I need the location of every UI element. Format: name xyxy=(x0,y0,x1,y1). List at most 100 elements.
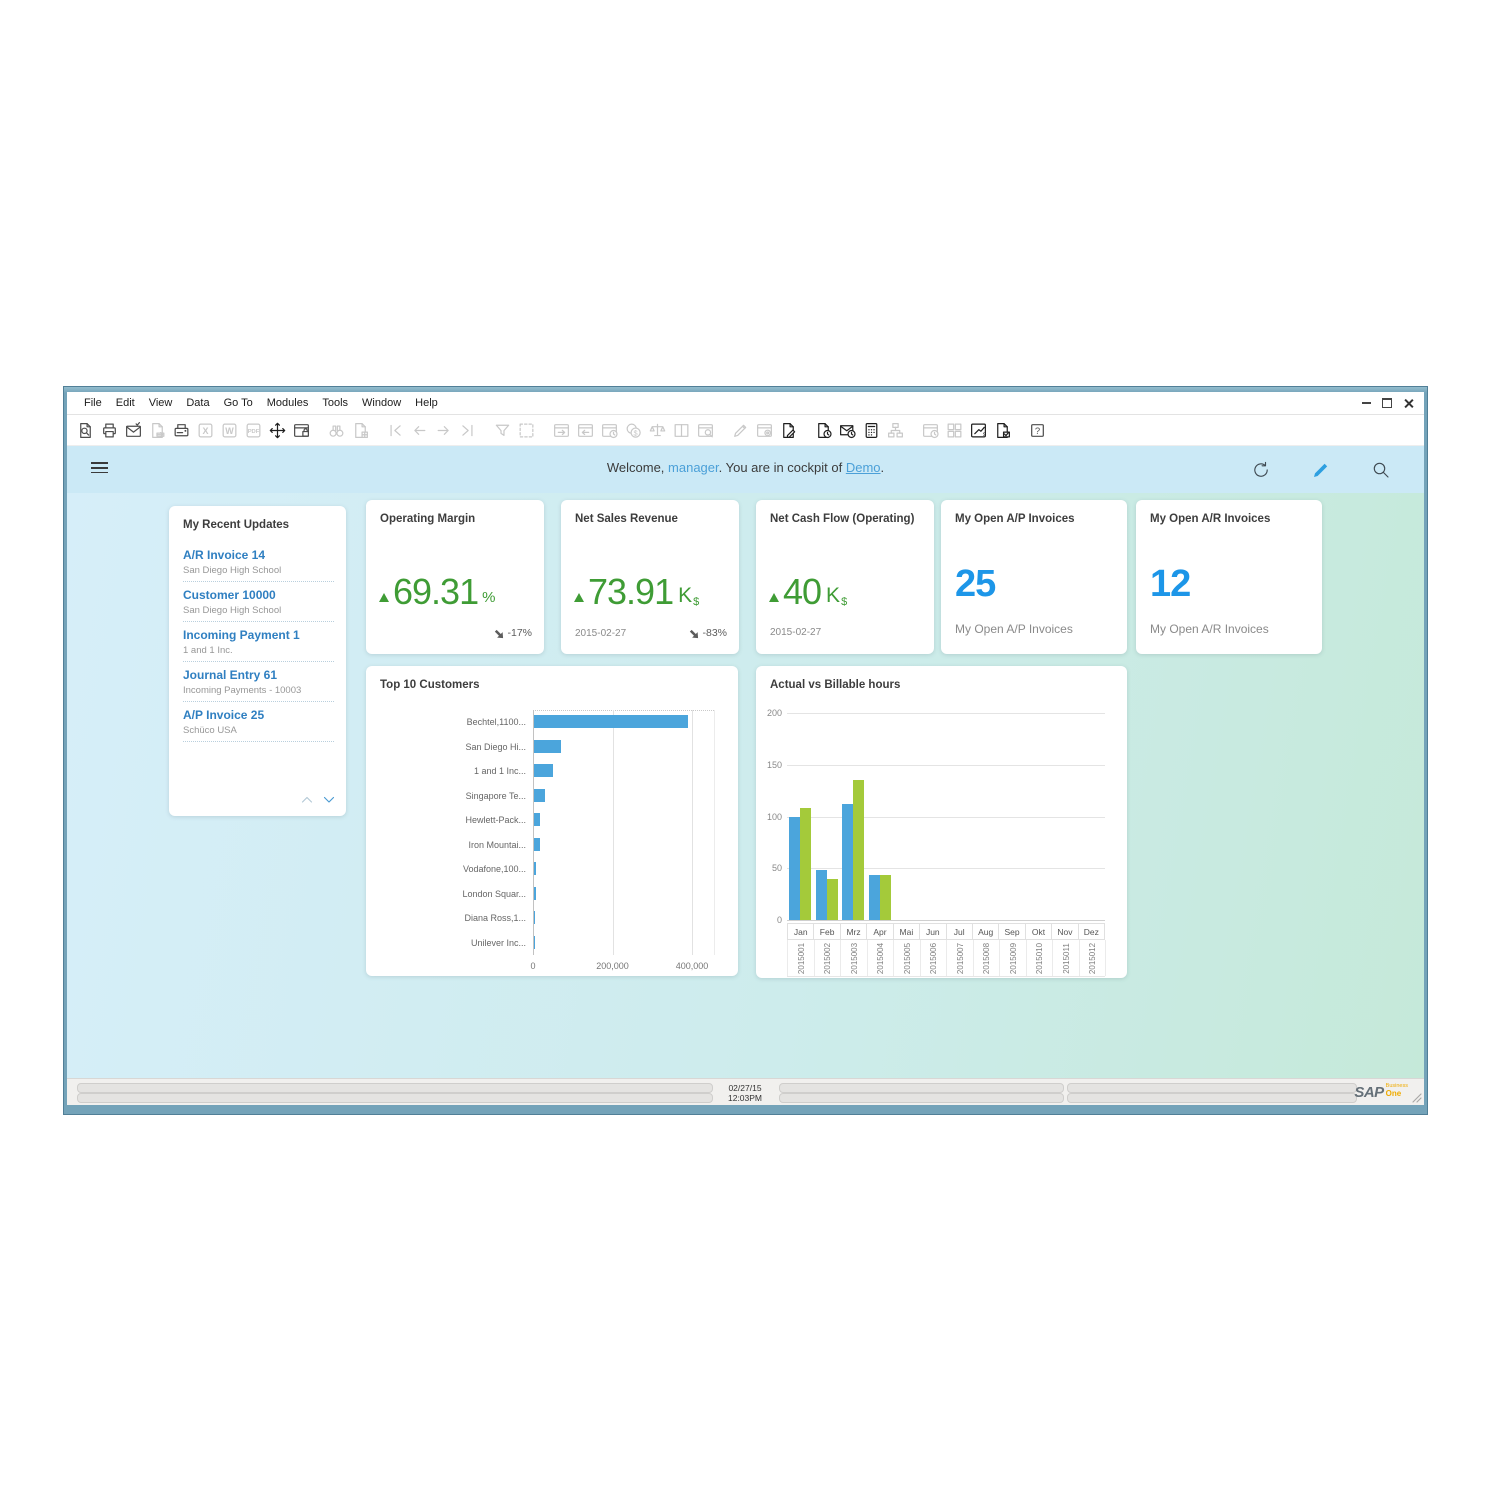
trend-up-icon xyxy=(574,593,584,602)
last-record-icon xyxy=(458,421,477,440)
minimize-icon[interactable] xyxy=(1362,402,1371,404)
filter-table-icon xyxy=(493,421,512,440)
menu-window[interactable]: Window xyxy=(362,397,402,409)
kpi-unit: % xyxy=(482,589,496,606)
period-label-2015002: 2015002 xyxy=(813,940,842,976)
document-schedule-icon[interactable] xyxy=(814,421,833,440)
plot-top-border xyxy=(533,710,714,711)
sort-table-icon xyxy=(517,421,536,440)
user-name: manager xyxy=(668,460,719,475)
month-label-dez: Dez xyxy=(1077,924,1106,939)
my-recent-updates-card: My Recent Updates A/R Invoice 14 San Dieg… xyxy=(169,506,346,816)
menu-edit[interactable]: Edit xyxy=(115,397,135,409)
close-icon[interactable] xyxy=(1403,398,1414,409)
launch-application-icon[interactable] xyxy=(268,421,287,440)
search-icon[interactable] xyxy=(1370,459,1392,481)
kpi-title: Operating Margin xyxy=(380,513,476,525)
status-field xyxy=(779,1083,1064,1093)
query-manager-icon xyxy=(696,421,715,440)
top-10-customers-chart: 0 200,000 400,000 Bechtel,1100... San Diego … xyxy=(366,666,738,976)
help-icon[interactable]: ? xyxy=(1028,421,1047,440)
gross-profit-icon xyxy=(648,421,667,440)
print-icon[interactable] xyxy=(100,421,119,440)
lock-screen-icon[interactable] xyxy=(292,421,311,440)
status-date: 02/27/15 xyxy=(728,1082,762,1093)
resize-grip[interactable] xyxy=(1412,1093,1422,1103)
recent-update-item: A/R Invoice 14 San Diego High School xyxy=(183,542,334,582)
bar-5 xyxy=(534,813,540,826)
menu-file[interactable]: File xyxy=(84,397,102,409)
send-email-icon[interactable] xyxy=(124,421,143,440)
top-10-customers-card: Top 10 Customers 0 200,000 400,000 Bechtel,… xyxy=(366,666,738,976)
svg-text:PDF: PDF xyxy=(248,429,260,435)
recent-update-item: Journal Entry 61 Incoming Payments - 1000… xyxy=(183,662,334,702)
recent-update-link[interactable]: A/R Invoice 14 xyxy=(183,548,266,562)
month-label-jul: Jul xyxy=(945,924,972,939)
kpi-unit-currency: $ xyxy=(841,596,848,608)
recent-update-link[interactable]: A/P Invoice 25 xyxy=(183,708,265,722)
sap-business-one-logo: SAP Business One xyxy=(1354,1083,1408,1101)
month-label-jan: Jan xyxy=(787,924,813,939)
kpi-delta: -83% xyxy=(688,627,727,639)
payment-means-icon: $ xyxy=(624,421,643,440)
bar-jan-actual xyxy=(789,816,800,920)
menu-modules[interactable]: Modules xyxy=(266,397,309,409)
kpi-card-open-ar-invoices[interactable]: My Open A/R Invoices 12 My Open A/R Invo… xyxy=(1136,500,1322,654)
period-label-bottom-border xyxy=(787,976,1105,977)
document-draft-icon[interactable] xyxy=(779,421,798,440)
recent-update-link[interactable]: Journal Entry 61 xyxy=(183,668,278,682)
menu-toggle-icon[interactable] xyxy=(91,462,108,477)
journal-voucher-icon[interactable] xyxy=(862,421,881,440)
recent-update-link[interactable]: Incoming Payment 1 xyxy=(183,628,300,642)
find-icon xyxy=(327,421,346,440)
y-tick-label: 50 xyxy=(771,863,782,874)
print-preview-icon[interactable] xyxy=(76,421,95,440)
period-label-2015007: 2015007 xyxy=(946,940,974,976)
kpi-card-operating-margin[interactable]: Operating Margin 69.31 % -17% xyxy=(366,500,544,654)
actual-vs-billable-hours-chart: 0 50 100 150 200 Jan Feb Mrz Apr Mai Jun Jul Aug Sep O… xyxy=(756,666,1127,978)
period-label-2015004: 2015004 xyxy=(866,940,895,976)
cockpit-link[interactable]: Demo xyxy=(845,460,881,475)
send-fax-icon[interactable] xyxy=(172,421,191,440)
kpi-count: 12 xyxy=(1150,563,1191,605)
kpi-title: My Open A/P Invoices xyxy=(955,513,1075,525)
kpi-count-label: My Open A/P Invoices xyxy=(955,622,1073,636)
menu-help[interactable]: Help xyxy=(415,397,438,409)
menu-items: File Edit View Data Go To Modules Tools Window H… xyxy=(77,397,445,409)
month-label-mai: Mai xyxy=(892,924,919,939)
welcome-message: Welcome, manager. You are in cockpit of … xyxy=(67,460,1424,475)
approve-document-icon[interactable] xyxy=(993,421,1012,440)
kpi-card-net-sales-revenue[interactable]: Net Sales Revenue 73.91 K $ 2015-02-27 -… xyxy=(561,500,739,654)
x-tick-label: 200,000 xyxy=(596,961,629,971)
menu-bar: File Edit View Data Go To Modules Tools Window H… xyxy=(67,392,1424,415)
menu-go-to[interactable]: Go To xyxy=(223,397,253,409)
plot-right-border xyxy=(714,710,715,955)
menu-data[interactable]: Data xyxy=(186,397,210,409)
first-record-icon xyxy=(386,421,405,440)
toolbar: X W PDF $ s? xyxy=(67,415,1424,446)
menu-view[interactable]: View xyxy=(148,397,173,409)
scroll-down-icon[interactable] xyxy=(322,793,336,806)
kpi-card-open-ap-invoices[interactable]: My Open A/P Invoices 25 My Open A/P Invo… xyxy=(941,500,1127,654)
recent-update-link[interactable]: Customer 10000 xyxy=(183,588,276,602)
card-title: My Recent Updates xyxy=(183,519,290,531)
status-time: 12:03PM xyxy=(727,1092,763,1103)
status-field xyxy=(1067,1083,1357,1093)
restore-icon[interactable] xyxy=(1382,398,1392,408)
bar-1 xyxy=(534,715,688,728)
status-bar: 02/27/15 12:03PM SAP Business One xyxy=(67,1078,1424,1105)
menu-tools[interactable]: Tools xyxy=(322,397,349,409)
bar-category-label: San Diego Hi... xyxy=(465,741,526,752)
refresh-icon[interactable] xyxy=(1250,459,1272,481)
bar-9 xyxy=(534,911,535,924)
kpi-card-net-cash-flow[interactable]: Net Cash Flow (Operating) 40 K $ 2015-02… xyxy=(756,500,934,654)
period-label-end-border xyxy=(1105,940,1106,976)
grid-line xyxy=(692,710,693,955)
message-alert-icon[interactable] xyxy=(838,421,857,440)
share-chart-icon[interactable]: s xyxy=(969,421,988,440)
edit-pencil-icon[interactable] xyxy=(1310,459,1332,481)
period-label-2015005: 2015005 xyxy=(893,940,921,976)
kpi-unit: K xyxy=(826,584,841,607)
scroll-up-icon[interactable] xyxy=(300,793,314,806)
cockpit-content: My Recent Updates A/R Invoice 14 San Dieg… xyxy=(67,493,1424,1078)
